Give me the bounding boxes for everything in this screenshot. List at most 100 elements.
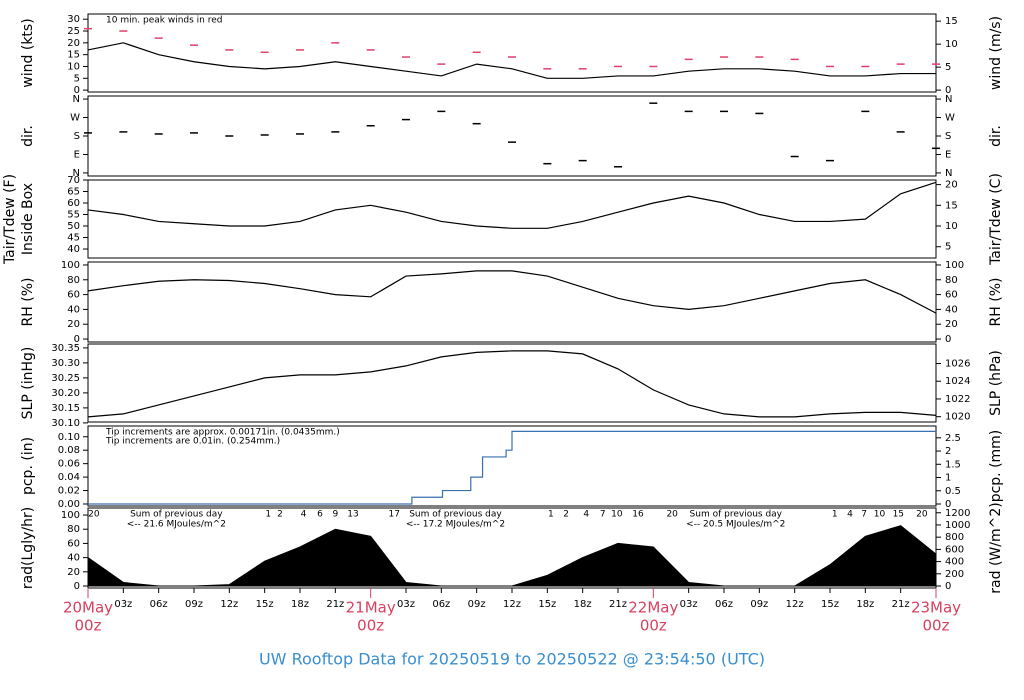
hour-mark: 13 xyxy=(347,510,358,520)
x-tick-label: 21z xyxy=(892,599,910,610)
x-tick-label: 03z xyxy=(680,599,698,610)
y-tick-label: 45 xyxy=(67,233,80,244)
y2-tick-label: E xyxy=(945,149,951,160)
hour-mark: 1 xyxy=(548,510,554,520)
hour-mark: 7 xyxy=(861,510,867,520)
x-tick-label: 12z xyxy=(220,599,238,610)
data-step xyxy=(88,430,936,505)
x-tick-label: 12z xyxy=(503,599,521,610)
x-tick-label: 18z xyxy=(856,599,874,610)
day-label: 21May xyxy=(346,599,396,617)
y2-tick-label: 5 xyxy=(945,242,951,253)
y2-tick-label: 20 xyxy=(945,319,958,330)
y-tick-label: 100 xyxy=(61,260,80,271)
y2-tick-label: 2 xyxy=(945,446,951,457)
day-sum-label: Sum of previous day xyxy=(690,510,783,520)
day-sum-note: <-- 21.6 MJoules/m^2 xyxy=(127,520,226,530)
y2-tick-label: 1020 xyxy=(945,412,970,423)
y2-tick-label: 1.5 xyxy=(945,459,961,470)
y-tick-label: 65 xyxy=(67,187,80,198)
y-tick-label: 60 xyxy=(67,198,80,209)
x-tick-label: 21z xyxy=(609,599,627,610)
y2-axis-label: rad (W/m^2) xyxy=(988,502,1004,593)
x-tick-label: 00z xyxy=(923,617,950,635)
y2-tick-label: 100 xyxy=(945,260,964,271)
y-tick-label: 30 xyxy=(67,14,80,25)
y-tick-label: 50 xyxy=(67,221,80,232)
y-axis-label: wind (kts) xyxy=(20,18,36,87)
day-sum-label: Sum of previous day xyxy=(130,510,223,520)
annotation: 10 min. peak winds in red xyxy=(106,16,223,26)
y-tick-label: 0.06 xyxy=(58,459,80,470)
y2-tick-label: 0 xyxy=(945,499,951,510)
y-tick-label: 20 xyxy=(67,567,80,578)
x-tick-label: 15z xyxy=(538,599,556,610)
data-line xyxy=(87,181,937,229)
y2-tick-label: 10 xyxy=(945,39,958,50)
x-tick-label: 18z xyxy=(291,599,309,610)
y2-tick-label: N xyxy=(945,94,952,105)
data-line xyxy=(87,270,937,314)
day-sum-label: Sum of previous day xyxy=(409,510,502,520)
hour-mark: 2 xyxy=(563,510,569,520)
y-tick-label: 20 xyxy=(67,38,80,49)
y-tick-label: 25 xyxy=(67,26,80,37)
hour-mark: 20 xyxy=(916,510,928,520)
y-tick-label: 10 xyxy=(67,61,80,72)
y2-tick-label: 400 xyxy=(945,557,964,568)
panel-frame xyxy=(87,179,937,259)
y2-tick-label: 15 xyxy=(945,200,958,211)
y-tick-label: 0.10 xyxy=(58,432,80,443)
y-tick-label: 0.00 xyxy=(58,499,80,510)
y-axis-label: RH (%) xyxy=(20,278,36,327)
annotation: Tip increments are approx. 0.00171in. (0… xyxy=(105,428,340,438)
y2-tick-label: 80 xyxy=(945,275,958,286)
y2-tick-label: 1024 xyxy=(945,376,970,387)
day-sum-note: <-- 17.2 MJoules/m^2 xyxy=(406,520,505,530)
hour-mark: 17 xyxy=(388,510,399,520)
y-tick-label: 0.04 xyxy=(58,472,80,483)
y-axis-label: pcp. (in) xyxy=(20,437,36,495)
y2-tick-label: 1026 xyxy=(945,359,970,370)
y2-tick-label: 60 xyxy=(945,290,958,301)
y-tick-label: 30.35 xyxy=(51,343,80,354)
y-tick-label: 20 xyxy=(67,319,80,330)
x-tick-label: 09z xyxy=(185,599,203,610)
y-axis-label: dir. xyxy=(20,125,36,147)
day-label: 22May xyxy=(628,599,678,617)
x-tick-label: 06z xyxy=(150,599,168,610)
y2-tick-label: 1000 xyxy=(945,520,970,531)
y2-tick-label: 200 xyxy=(945,569,964,580)
y-tick-label: 0 xyxy=(74,581,80,592)
y2-tick-label: 0.5 xyxy=(945,486,961,497)
hour-mark: 7 xyxy=(600,510,606,520)
hour-mark: 4 xyxy=(301,510,307,520)
y-tick-label: 70 xyxy=(67,175,80,186)
y2-tick-label: 800 xyxy=(945,532,964,543)
y-tick-label: 0.02 xyxy=(58,486,80,497)
y-tick-label: 40 xyxy=(67,553,80,564)
annotation: Tip increments are 0.01in. (0.254mm.) xyxy=(105,437,280,447)
y-tick-label: N xyxy=(73,168,80,179)
data-line xyxy=(87,42,936,79)
y-axis-label: Tair/Tdew (F) xyxy=(2,174,18,265)
y-tick-label: 60 xyxy=(67,290,80,301)
y2-tick-label: 15 xyxy=(945,16,958,27)
x-tick-label: 03z xyxy=(114,599,132,610)
y-tick-label: 80 xyxy=(67,275,80,286)
panel-frame xyxy=(87,261,937,343)
y-tick-label: S xyxy=(74,131,80,142)
y2-tick-label: S xyxy=(945,131,951,142)
y-tick-label: 5 xyxy=(74,73,80,84)
panel-frame xyxy=(87,425,937,507)
y-tick-label: 30.20 xyxy=(51,388,80,399)
y-tick-label: 40 xyxy=(67,304,80,315)
y-tick-label: 80 xyxy=(67,524,80,535)
x-tick-label: 00z xyxy=(640,617,667,635)
y2-tick-label: W xyxy=(945,113,955,124)
y-tick-label: 30.30 xyxy=(51,358,80,369)
y-tick-label: 0 xyxy=(74,85,80,96)
y-tick-label: 0 xyxy=(74,334,80,345)
y2-tick-label: N xyxy=(945,168,952,179)
